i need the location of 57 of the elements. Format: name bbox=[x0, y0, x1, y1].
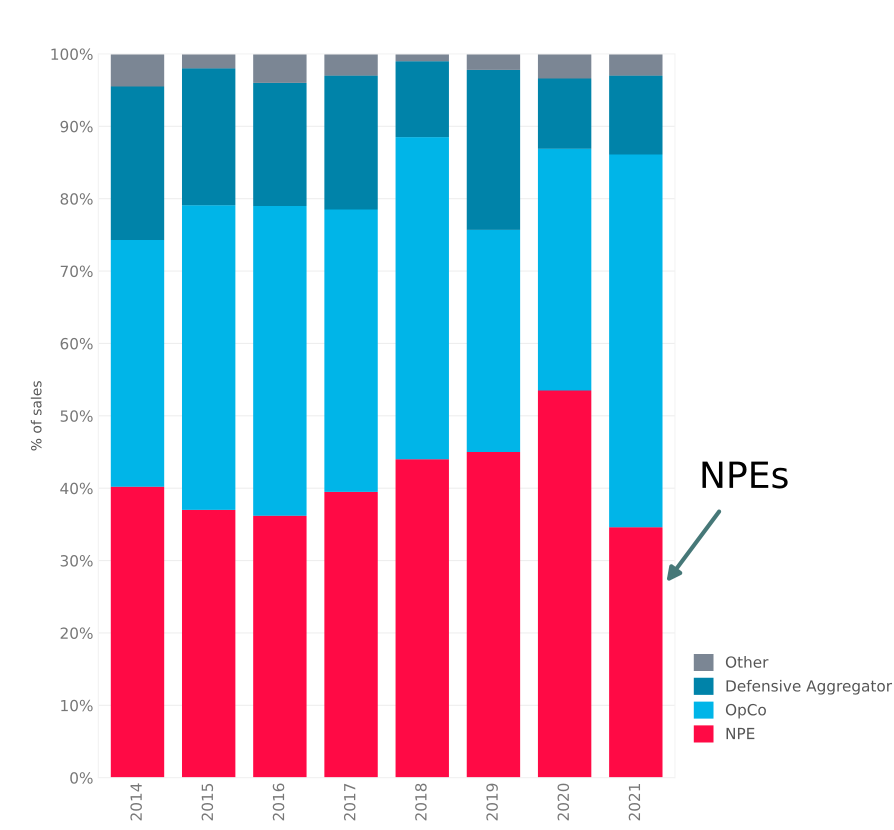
x-tick-label: 2017 bbox=[344, 784, 356, 820]
y-tick-label: 30% bbox=[60, 555, 93, 567]
bar bbox=[324, 210, 378, 492]
bar bbox=[253, 516, 307, 778]
y-tick-label: 100% bbox=[51, 48, 93, 60]
legend-label: NPE bbox=[726, 728, 754, 740]
y-axis-title: % of sales bbox=[30, 381, 42, 450]
bar bbox=[609, 54, 663, 76]
bar bbox=[182, 68, 236, 206]
bar bbox=[253, 82, 307, 206]
y-tick-label: 40% bbox=[60, 482, 93, 494]
bar bbox=[396, 137, 449, 460]
x-tick-label: 2015 bbox=[202, 784, 214, 820]
x-tick-label: 2020 bbox=[558, 784, 570, 820]
bar bbox=[396, 459, 449, 778]
y-tick-label: 90% bbox=[60, 120, 93, 132]
bar bbox=[324, 54, 378, 76]
bar bbox=[609, 154, 663, 528]
bar bbox=[538, 54, 592, 79]
legend-label: Defensive Aggregator bbox=[726, 680, 892, 695]
bar bbox=[466, 452, 520, 778]
x-tick-label: 2018 bbox=[415, 784, 427, 820]
y-tick-label: 0% bbox=[70, 772, 93, 784]
bar bbox=[466, 230, 520, 452]
x-tick-label: 2021 bbox=[628, 784, 640, 820]
bar bbox=[324, 492, 378, 778]
bar bbox=[110, 240, 164, 487]
x-tick-label: 2019 bbox=[486, 784, 498, 820]
y-tick-label: 70% bbox=[60, 266, 93, 278]
legend-label: OpCo bbox=[726, 704, 766, 718]
y-tick-label: 50% bbox=[60, 410, 93, 422]
y-tick-label: 60% bbox=[60, 338, 93, 350]
bar bbox=[609, 76, 663, 155]
bar bbox=[538, 148, 592, 390]
bar bbox=[110, 86, 164, 240]
x-tick-label: 2014 bbox=[130, 783, 142, 820]
text: NPEs bbox=[702, 462, 788, 488]
bar bbox=[182, 54, 236, 68]
bar bbox=[110, 486, 164, 778]
bar bbox=[182, 510, 236, 778]
y-tick-label: 10% bbox=[61, 700, 93, 712]
legend-label: Other bbox=[726, 656, 768, 668]
x-tick-label: 2016 bbox=[272, 784, 284, 820]
bar bbox=[253, 206, 307, 516]
bar bbox=[253, 54, 307, 83]
bar bbox=[538, 78, 592, 149]
y-tick-label: 80% bbox=[60, 193, 93, 205]
bar bbox=[182, 205, 236, 510]
bar bbox=[609, 527, 663, 778]
bar bbox=[396, 61, 449, 138]
bar bbox=[110, 54, 164, 87]
bar bbox=[466, 70, 520, 230]
y-tick-label: 20% bbox=[60, 627, 93, 639]
bar bbox=[466, 54, 520, 70]
bar bbox=[396, 54, 449, 62]
bar bbox=[538, 390, 592, 778]
bar bbox=[324, 76, 378, 210]
